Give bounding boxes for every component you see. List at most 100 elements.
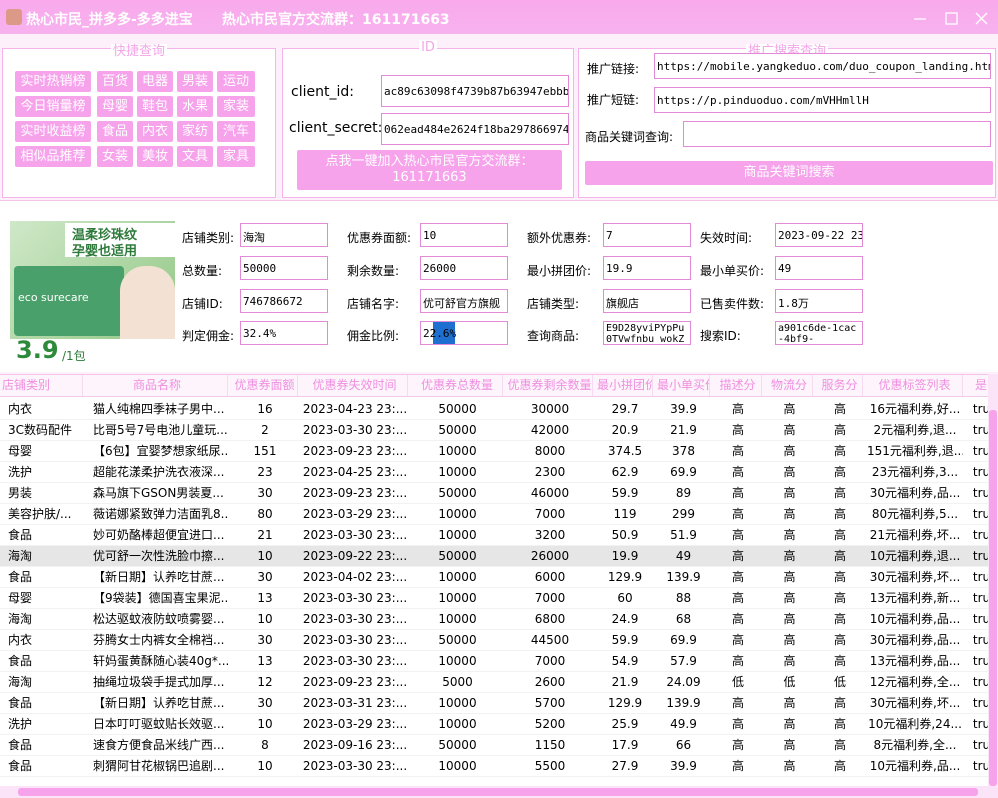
client-id-input[interactable]: ac89c63098f4739b87b63947ebbbfa7 (381, 75, 569, 107)
table-cell: 食品 (8, 570, 33, 584)
table-row[interactable] (0, 693, 988, 714)
table-cell: 低 (783, 675, 796, 689)
column-header[interactable]: 商品名称 (87, 375, 228, 396)
table-row[interactable] (0, 588, 988, 609)
table-cell: 【6包】宜婴梦想家纸尿... (93, 444, 228, 458)
keyword-input[interactable] (683, 121, 991, 147)
table-cell: 8元福利券,全... (873, 738, 957, 752)
table-cell: 洗护 (8, 465, 33, 479)
link-input[interactable]: https://mobile.yangkeduo.com/duo_coupon_… (654, 53, 991, 79)
table-row[interactable] (0, 420, 988, 441)
join-button[interactable]: 点我一键加入热心市民官方交流群：161171663 (297, 150, 562, 190)
table-row[interactable] (0, 735, 988, 756)
quick-button[interactable]: 电器 (137, 71, 173, 92)
table-cell: 高 (731, 402, 744, 416)
quick-button[interactable]: 水果 (177, 96, 213, 117)
column-header[interactable]: 优惠标签列表 (867, 375, 963, 396)
quick-button[interactable]: 男装 (177, 71, 213, 92)
column-header[interactable]: 优惠券面额 (232, 375, 298, 396)
column-header[interactable]: 优惠券剩余数量 (507, 375, 593, 396)
field-value[interactable]: 海淘 (240, 223, 328, 247)
field-value[interactable]: 32.4% (240, 321, 328, 345)
table-row[interactable] (0, 462, 988, 483)
vertical-scroll-thumb[interactable] (989, 410, 997, 786)
column-header[interactable]: 店铺类别 (2, 375, 83, 396)
quick-button[interactable]: 家纺 (177, 121, 213, 142)
field-value[interactable]: 10 (420, 223, 508, 247)
quick-button[interactable]: 家装 (217, 96, 255, 117)
quick-button[interactable]: 食品 (97, 121, 133, 142)
field-value[interactable]: 优可舒官方旗舰 (420, 289, 508, 313)
horizontal-scroll-thumb[interactable] (18, 788, 978, 796)
table-row[interactable] (0, 609, 988, 630)
quick-button[interactable]: 文具 (177, 146, 213, 167)
field-label: 优惠券面额: (347, 231, 412, 245)
column-header[interactable]: 优惠券总数量 (412, 375, 503, 396)
quick-button[interactable]: 女装 (97, 146, 133, 167)
field-value[interactable]: 2023-09-22 23:5 (775, 223, 863, 247)
table-row[interactable] (0, 672, 988, 693)
table-cell: 62.9 (611, 465, 639, 479)
quick-button[interactable]: 汽车 (217, 121, 255, 142)
table-row[interactable] (0, 504, 988, 525)
quick-button[interactable]: 母婴 (97, 96, 133, 117)
quick-button[interactable]: 家具 (217, 146, 255, 167)
field-value[interactable]: 22.6% (420, 321, 508, 345)
table-cell: 海淘 (8, 675, 33, 689)
table-row[interactable] (0, 525, 988, 546)
table-cell: 49.9 (670, 717, 697, 731)
table-row[interactable] (0, 714, 988, 735)
table-row[interactable] (0, 483, 988, 504)
table-row[interactable] (0, 630, 988, 651)
quick-button[interactable]: 运动 (217, 71, 255, 92)
results-table: 店铺类别 商品名称 优惠券面额 优惠券失效时间 优惠券总数量 优惠券剩余数量 最小拼团价 最小… (0, 374, 988, 786)
table-row[interactable] (0, 567, 988, 588)
field-label: 店铺类别: (182, 231, 235, 245)
quick-button[interactable]: 相似品推荐 (15, 146, 91, 167)
quick-button[interactable]: 百货 (97, 71, 133, 92)
column-header[interactable]: 优惠券失效时间 (302, 375, 408, 396)
column-header[interactable]: 最小单买价 (657, 375, 710, 396)
image-text: eco surecare (18, 291, 89, 304)
field-value[interactable]: 50000 (240, 256, 328, 280)
table-cell: 10000 (438, 759, 477, 773)
selected-row[interactable] (0, 546, 988, 567)
field-value[interactable]: 1.8万 (775, 289, 863, 313)
quick-button[interactable]: 美妆 (137, 146, 173, 167)
table-cell: 高 (833, 528, 846, 542)
field-value[interactable]: 旗舰店 (603, 289, 691, 313)
window-controls[interactable] (910, 10, 990, 26)
table-cell: 10000 (438, 507, 477, 521)
table-cell: 10000 (438, 591, 477, 605)
field-value[interactable]: E9D28yviPYpPu0TVwfnbu_wokZmo (603, 321, 691, 345)
column-header[interactable]: 服务分 (817, 375, 863, 396)
table-cell: 高 (783, 759, 796, 773)
field-value[interactable]: 19.9 (603, 256, 691, 280)
table-cell: 8 (261, 738, 269, 752)
short-input[interactable]: https://p.pinduoduo.com/mVHHmllH (654, 87, 991, 113)
table-row[interactable] (0, 651, 988, 672)
client-secret-input[interactable]: 062ead484e2624f18ba29786697412f (381, 113, 569, 145)
field-value[interactable]: 746786672 (240, 289, 328, 313)
table-row[interactable] (0, 756, 988, 777)
link-label: 推广链接: (587, 62, 640, 76)
table-cell: 2023-09-22 23:... (302, 549, 408, 563)
quick-button[interactable]: 实时收益榜 (15, 121, 91, 142)
field-value[interactable]: 49 (775, 256, 863, 280)
field-value[interactable]: a901c6de-1cac-4bf9- (775, 321, 863, 345)
column-header[interactable]: 最小拼团价 (597, 375, 653, 396)
search-button[interactable]: 商品关键词搜索 (585, 161, 993, 185)
quick-button[interactable]: 今日销量榜 (15, 96, 91, 117)
table-cell: 食品 (8, 528, 33, 542)
quick-button[interactable]: 内衣 (137, 121, 173, 142)
column-header[interactable]: 是 (967, 375, 988, 396)
quick-button[interactable]: 鞋包 (137, 96, 173, 117)
column-header[interactable]: 描述分 (714, 375, 762, 396)
table-row[interactable] (0, 441, 988, 462)
column-header[interactable]: 物流分 (766, 375, 813, 396)
field-value[interactable]: 7 (603, 223, 691, 247)
table-row[interactable] (0, 399, 988, 420)
quick-button[interactable]: 实时热销榜 (15, 71, 91, 92)
field-value[interactable]: 26000 (420, 256, 508, 280)
table-cell: 23元福利券,3... (871, 465, 959, 479)
